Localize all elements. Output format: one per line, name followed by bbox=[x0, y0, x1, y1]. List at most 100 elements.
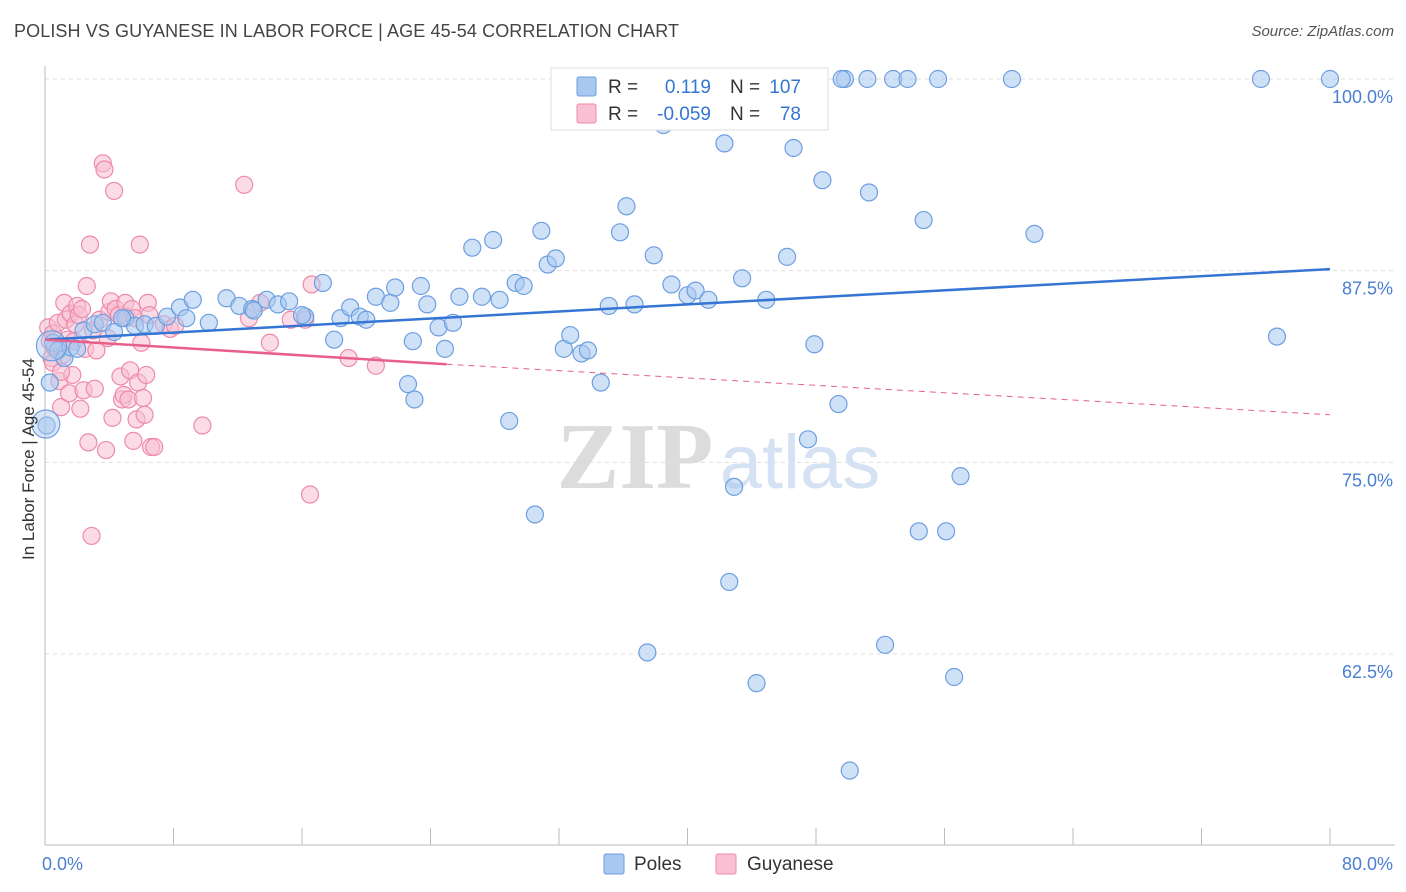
legend-poles-label: Poles bbox=[634, 854, 682, 875]
poles-point-65 bbox=[662, 275, 681, 294]
poles-point-72 bbox=[733, 269, 752, 288]
poles-point-89 bbox=[898, 69, 917, 89]
poles-point-24 bbox=[313, 273, 332, 293]
poles-point-58 bbox=[599, 296, 618, 316]
y-tick-label-2: 87.5% bbox=[1342, 279, 1393, 299]
poles-point-86 bbox=[859, 183, 879, 202]
poles-point-52 bbox=[546, 249, 565, 268]
guyanese-n-value: 78 bbox=[780, 104, 801, 125]
poles-point-36 bbox=[411, 276, 430, 296]
tick-labels: 62.5% 75.0% 87.5% 100.0% 0.0% 80.0% bbox=[42, 87, 1393, 874]
poles-r-value: 0.119 bbox=[665, 77, 711, 98]
poles-point-26 bbox=[325, 330, 344, 349]
guyanese-point-28 bbox=[85, 379, 104, 398]
poles-point-77 bbox=[784, 138, 803, 158]
legend-poles-swatch bbox=[603, 853, 625, 875]
poles-point-54 bbox=[561, 325, 580, 345]
poles-point-13 bbox=[157, 307, 177, 326]
guyanese-point-57 bbox=[137, 365, 156, 385]
guyanese-point-49 bbox=[124, 431, 143, 450]
trendlines bbox=[44, 267, 1331, 416]
poles-point-61 bbox=[625, 295, 644, 314]
guyanese-point-20 bbox=[72, 299, 92, 319]
poles-point-87 bbox=[875, 635, 895, 654]
poles-point-42 bbox=[463, 238, 482, 257]
poles-point-44 bbox=[484, 230, 503, 250]
poles-point-49 bbox=[525, 505, 545, 524]
poles-point-91 bbox=[914, 210, 933, 230]
poles-point-78 bbox=[798, 430, 818, 449]
axes bbox=[44, 66, 1395, 846]
poles-point-73 bbox=[747, 674, 766, 693]
stats-legend: R = 0.119 N = 107 R = -0.059 N = 78 bbox=[550, 67, 829, 131]
poles-point-30 bbox=[357, 310, 376, 329]
guyanese-point-26 bbox=[82, 526, 101, 546]
poles-point-100 bbox=[1320, 69, 1340, 89]
poles-point-4 bbox=[68, 339, 87, 358]
guyanese-point-73 bbox=[300, 485, 320, 504]
guyanese-point-54 bbox=[132, 333, 151, 352]
poles-point-59 bbox=[610, 223, 630, 242]
watermark-atlas: atlas bbox=[720, 420, 881, 505]
poles-point-41 bbox=[450, 287, 469, 306]
guyanese-r-label: R = bbox=[608, 104, 638, 125]
poles-point-76 bbox=[777, 247, 797, 266]
guyanese-point-56 bbox=[135, 405, 154, 424]
guyanese-n-label: N = bbox=[730, 104, 760, 125]
poles-point-62 bbox=[638, 643, 657, 662]
poles-point-69 bbox=[715, 134, 734, 153]
poles-point-43 bbox=[472, 287, 491, 306]
poles-point-92 bbox=[928, 69, 948, 89]
guyanese-point-23 bbox=[77, 276, 96, 296]
guyanese-point-24 bbox=[79, 433, 98, 452]
guyanese-point-38 bbox=[104, 181, 124, 201]
y-tick-label-0: 62.5% bbox=[1342, 662, 1393, 682]
x-tick-label-1: 80.0% bbox=[1342, 854, 1393, 874]
poles-point-105 bbox=[244, 301, 263, 320]
poles-point-97 bbox=[1025, 224, 1044, 243]
guyanese-point-55 bbox=[133, 388, 153, 408]
poles-cluster-1 bbox=[31, 409, 61, 439]
poles-point-45 bbox=[490, 290, 509, 309]
guyanese-point-19 bbox=[71, 399, 90, 418]
guyanese-legend-swatch bbox=[576, 103, 597, 124]
poles-point-25 bbox=[292, 306, 312, 325]
guyanese-point-53 bbox=[130, 235, 149, 254]
poles-point-46 bbox=[500, 411, 519, 431]
poles-point-63 bbox=[644, 246, 663, 265]
poles-point-99 bbox=[1267, 327, 1287, 346]
poles-point-83 bbox=[832, 69, 851, 89]
poles-point-37 bbox=[418, 295, 437, 314]
poles-point-15 bbox=[183, 290, 202, 309]
guyanese-point-25 bbox=[80, 235, 100, 254]
poles-point-33 bbox=[386, 278, 405, 297]
x-tick-label-0: 0.0% bbox=[42, 854, 83, 874]
poles-point-104 bbox=[177, 309, 196, 328]
poles-trendline bbox=[44, 267, 1331, 341]
poles-point-84 bbox=[840, 761, 859, 780]
poles-point-34 bbox=[398, 375, 418, 394]
poles-cluster-0 bbox=[35, 330, 68, 362]
poles-points bbox=[31, 69, 1340, 780]
y-tick-label-3: 100.0% bbox=[1332, 87, 1393, 107]
gridlines bbox=[45, 78, 1395, 655]
guyanese-point-61 bbox=[145, 437, 164, 457]
poles-point-93 bbox=[937, 522, 956, 541]
poles-point-80 bbox=[813, 171, 832, 190]
poles-point-90 bbox=[909, 522, 928, 541]
guyanese-point-69 bbox=[260, 333, 279, 352]
y-tick-label-1: 75.0% bbox=[1342, 470, 1393, 490]
poles-point-101 bbox=[40, 373, 59, 392]
poles-point-67 bbox=[686, 281, 705, 300]
poles-point-22 bbox=[280, 292, 299, 311]
legend-guyanese-label: Guyanese bbox=[747, 854, 834, 875]
guyanese-point-65 bbox=[193, 416, 212, 435]
poles-point-94 bbox=[945, 667, 964, 687]
guyanese-point-75 bbox=[366, 356, 385, 375]
watermark-zip: ZIP bbox=[557, 405, 714, 509]
poles-point-56 bbox=[578, 341, 598, 360]
guyanese-point-33 bbox=[96, 440, 116, 460]
poles-point-57 bbox=[591, 373, 610, 392]
poles-point-85 bbox=[858, 69, 877, 89]
poles-point-39 bbox=[435, 339, 455, 358]
